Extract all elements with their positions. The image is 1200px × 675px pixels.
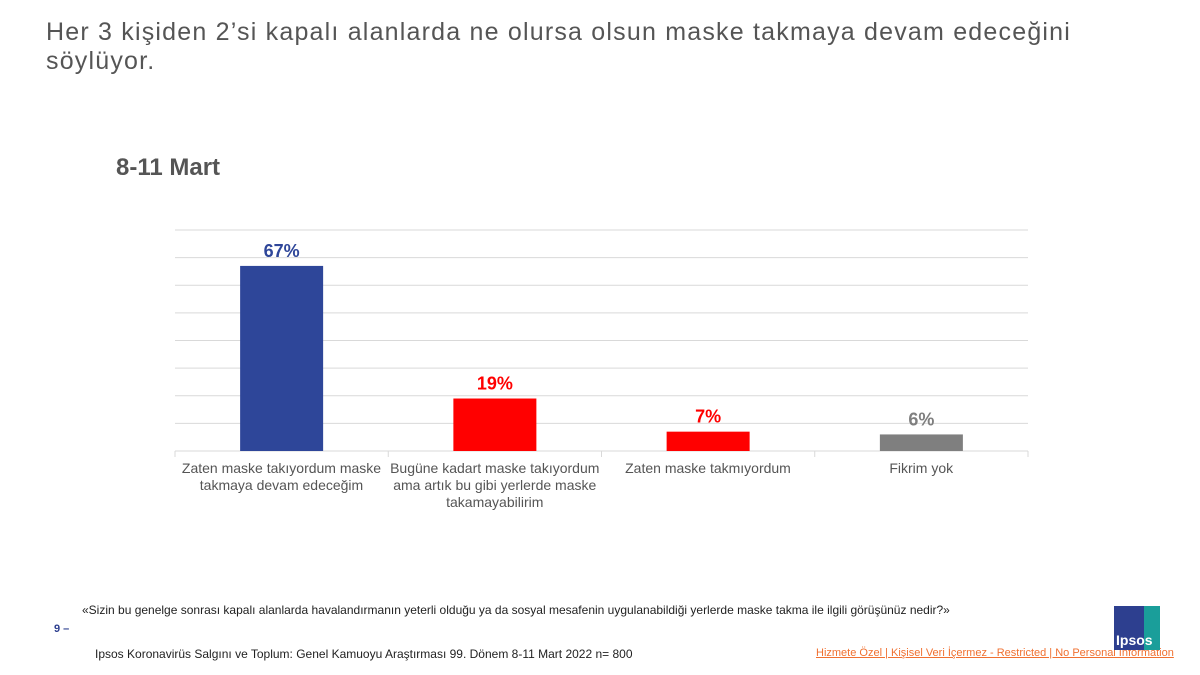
bar <box>879 434 963 451</box>
data-label: 19% <box>477 374 513 394</box>
category-label: Zaten maske takmıyordum <box>625 460 791 476</box>
data-label: 67% <box>264 241 300 261</box>
bar <box>453 398 537 451</box>
source-note: Ipsos Koronavirüs Salgını ve Toplum: Gen… <box>95 647 633 661</box>
slide-title: Her 3 kişiden 2’si kapalı alanlarda ne o… <box>46 18 1072 75</box>
category-label: Fikrim yok <box>889 460 954 476</box>
page-number: 9 – <box>54 623 70 635</box>
classification-link[interactable]: Hizmete Özel | Kişisel Veri İçermez - Re… <box>816 647 1174 659</box>
survey-question: «Sizin bu genelge sonrası kapalı alanlar… <box>82 603 950 617</box>
logo-text: Ipsos <box>1116 632 1153 648</box>
data-label: 6% <box>908 409 934 429</box>
bar <box>240 265 324 451</box>
category-label: Zaten maske takıyordum maske takmaya dev… <box>181 460 382 493</box>
bar-chart: 67% 19% 7% 6% <box>174 229 1029 457</box>
ipsos-logo: Ipsos <box>1114 606 1160 650</box>
bar <box>666 431 750 451</box>
chart-subtitle: 8-11 Mart <box>116 154 221 181</box>
data-label: 7% <box>695 407 721 427</box>
category-label: Bugüne kadart maske takıyordum ama artık… <box>390 460 600 510</box>
